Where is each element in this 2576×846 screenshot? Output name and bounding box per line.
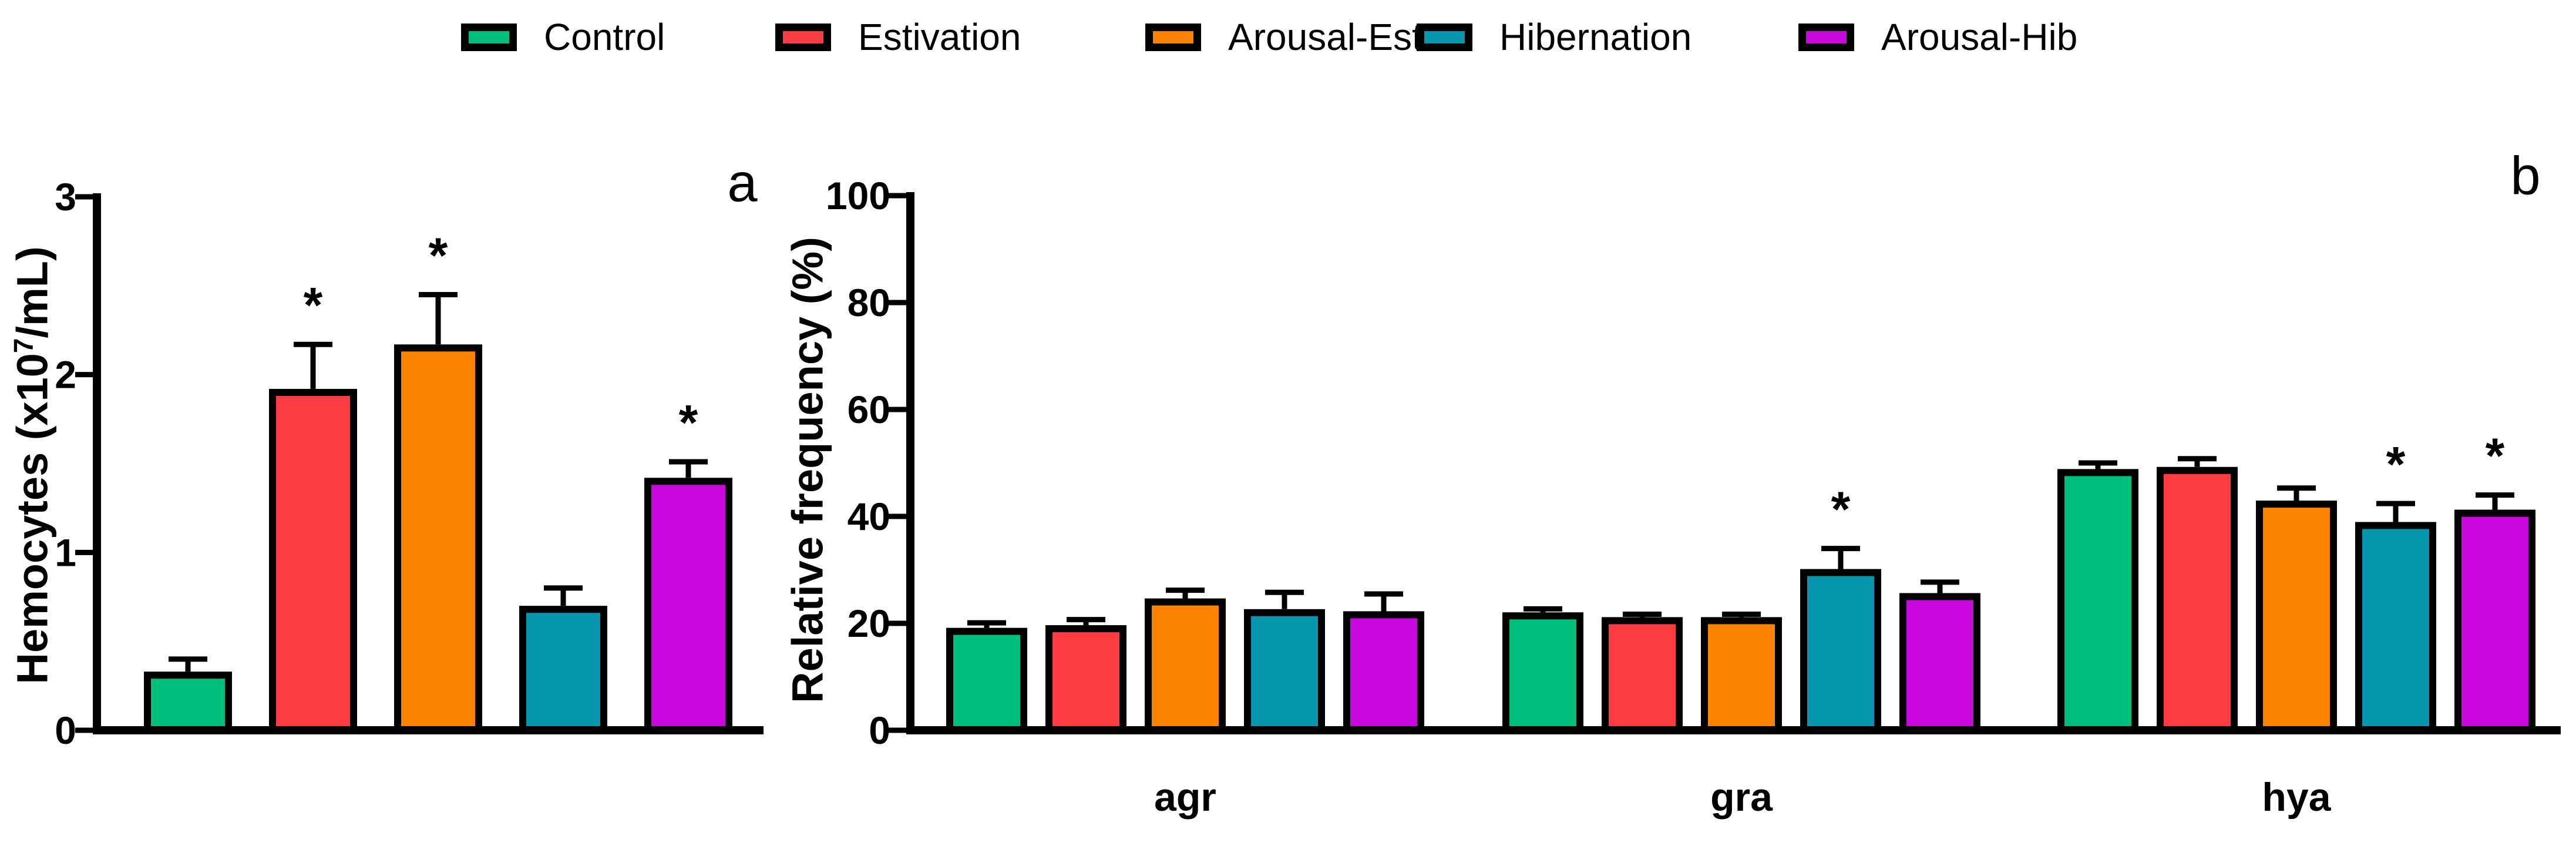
legend-swatch-arousal-est <box>1145 23 1201 51</box>
x-category-label-agr: agr <box>1154 775 1216 820</box>
y-tick-label-a-2: 2 <box>55 353 76 397</box>
legend-item-estivation: Estivation <box>775 16 1021 58</box>
significance-asterisk-arousal-est: * <box>429 227 448 283</box>
legend-label: Arousal-Est <box>1228 16 1422 58</box>
bar-control <box>144 672 232 734</box>
bar-arousal-hib-hya <box>2454 509 2535 734</box>
significance-asterisk-arousal-hib-hya: * <box>2486 428 2505 484</box>
y-tick-label-a-0: 0 <box>55 709 76 752</box>
bar-arousal-hib <box>644 478 732 734</box>
y-axis-title-text: /mL) <box>8 246 57 338</box>
legend-item-control: Control <box>461 16 665 58</box>
legend-label: Hibernation <box>1499 16 1692 58</box>
y-tick-label-b-100: 100 <box>826 174 890 217</box>
bar-arousal-est-agr <box>1145 598 1226 734</box>
bar-hibernation <box>519 606 607 734</box>
legend-item-hibernation: Hibernation <box>1417 16 1691 58</box>
significance-asterisk-hibernation-gra: * <box>1831 482 1851 537</box>
bar-arousal-est <box>394 344 482 734</box>
y-tick-label-a-3: 3 <box>55 175 76 219</box>
legend-label: Arousal-Hib <box>1881 16 2078 58</box>
y-axis-title-superscript: 7 <box>8 338 39 354</box>
legend-swatch-fill <box>469 31 509 43</box>
legend-swatch-fill <box>1424 31 1465 43</box>
bar-control-agr <box>946 627 1027 734</box>
legend-swatch-arousal-hib <box>1798 23 1854 51</box>
bar-arousal-hib-gra <box>1899 593 1980 734</box>
bar-hibernation-gra <box>1800 569 1881 734</box>
bar-arousal-hib-agr <box>1343 611 1424 734</box>
y-axis-title-text: Hemocytes (x10 <box>8 353 57 684</box>
legend-label: Control <box>544 16 665 58</box>
legend: Control Estivation Arousal-Est Hibernati… <box>0 0 2576 76</box>
x-category-label-gra: gra <box>1710 775 1773 820</box>
legend-swatch-estivation <box>775 23 831 51</box>
y-tick-label-b-80: 80 <box>848 281 890 324</box>
y-tick-label-a-1: 1 <box>55 531 76 574</box>
bar-arousal-est-gra <box>1701 617 1782 734</box>
y-tick-label-b-60: 60 <box>848 388 890 431</box>
significance-asterisk-estivation: * <box>304 277 323 333</box>
x-category-label-hya: hya <box>2262 775 2331 820</box>
y-axis-title-relative-frequency: Relative frequency (%) <box>783 237 832 703</box>
y-tick-label-b-0: 0 <box>869 709 890 752</box>
bar-estivation-gra <box>1602 617 1683 734</box>
legend-label: Estivation <box>858 16 1021 58</box>
bar-hibernation-agr <box>1244 609 1325 734</box>
legend-item-arousal-est: Arousal-Est <box>1145 16 1422 58</box>
y-tick-label-b-20: 20 <box>848 602 890 645</box>
bar-estivation-hya <box>2157 466 2238 734</box>
bar-control-hya <box>2057 469 2138 734</box>
y-axis-title-hemocytes: Hemocytes (x107/mL) <box>8 246 58 684</box>
panel-letter-b: b <box>2510 146 2541 206</box>
significance-asterisk-hibernation-hya: * <box>2386 437 2406 492</box>
bar-control-gra <box>1502 612 1583 734</box>
bar-arousal-est-hya <box>2256 501 2337 734</box>
legend-swatch-fill <box>1153 31 1193 43</box>
legend-swatch-fill <box>1806 31 1847 43</box>
bar-hibernation-hya <box>2355 522 2436 734</box>
significance-asterisk-arousal-hib: * <box>679 395 698 450</box>
legend-swatch-hibernation <box>1417 23 1472 51</box>
bar-estivation-agr <box>1045 625 1126 734</box>
bar-estivation <box>269 388 357 734</box>
legend-swatch-fill <box>783 31 823 43</box>
legend-item-arousal-hib: Arousal-Hib <box>1798 16 2077 58</box>
panel-letter-a: a <box>727 153 758 213</box>
legend-swatch-control <box>461 23 517 51</box>
y-tick-label-b-40: 40 <box>848 495 890 538</box>
